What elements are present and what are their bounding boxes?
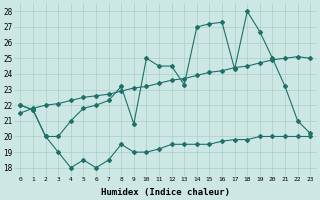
X-axis label: Humidex (Indice chaleur): Humidex (Indice chaleur) bbox=[101, 188, 230, 197]
